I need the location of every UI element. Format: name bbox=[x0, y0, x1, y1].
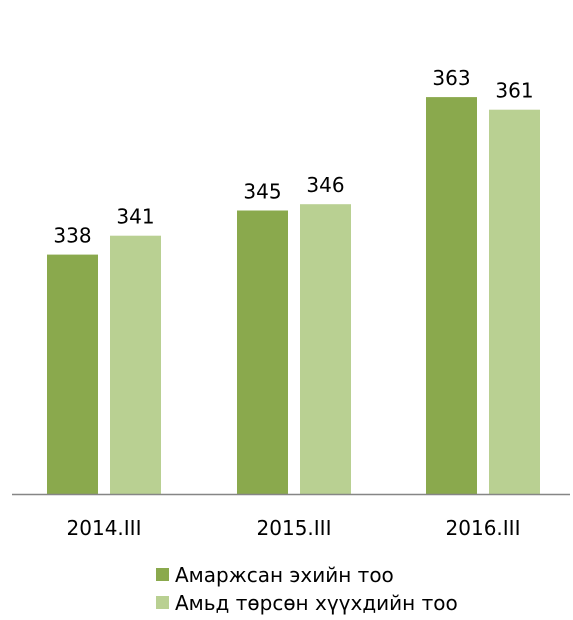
bar-2014.III-series-2 bbox=[110, 235, 161, 494]
data-label-2014.III-series-2: 341 bbox=[116, 205, 154, 229]
legend: Амаржсан эхийн тоо Амьд төрсөн хүүхдийн т… bbox=[156, 563, 458, 615]
bars-group bbox=[47, 97, 540, 494]
data-labels-group: 338 341 345 346 363 361 bbox=[53, 66, 533, 248]
data-label-2014.III-series-1: 338 bbox=[53, 224, 91, 248]
data-label-2015.III-series-2: 346 bbox=[306, 173, 344, 197]
bar-2015.III-series-2 bbox=[300, 204, 351, 494]
bar-2016.III-series-1 bbox=[426, 97, 477, 494]
x-tick-label-2014.III: 2014.III bbox=[67, 516, 142, 540]
x-tick-labels-group: 2014.III 2015.III 2016.III bbox=[67, 516, 521, 540]
x-tick-label-2015.III: 2015.III bbox=[257, 516, 332, 540]
bar-2014.III-series-1 bbox=[47, 254, 98, 494]
legend-label-series-1: Амаржсан эхийн тоо bbox=[175, 563, 394, 587]
data-label-2015.III-series-1: 345 bbox=[243, 180, 281, 204]
data-label-2016.III-series-1: 363 bbox=[432, 66, 470, 90]
data-label-2016.III-series-2: 361 bbox=[495, 79, 533, 103]
x-tick-label-2016.III: 2016.III bbox=[446, 516, 521, 540]
bar-2015.III-series-1 bbox=[237, 210, 288, 494]
legend-label-series-2: Амьд төрсөн хүүхдийн тоо bbox=[175, 591, 458, 615]
legend-swatch-series-2 bbox=[156, 596, 169, 609]
bar-2016.III-series-2 bbox=[489, 109, 540, 494]
legend-swatch-series-1 bbox=[156, 568, 169, 581]
